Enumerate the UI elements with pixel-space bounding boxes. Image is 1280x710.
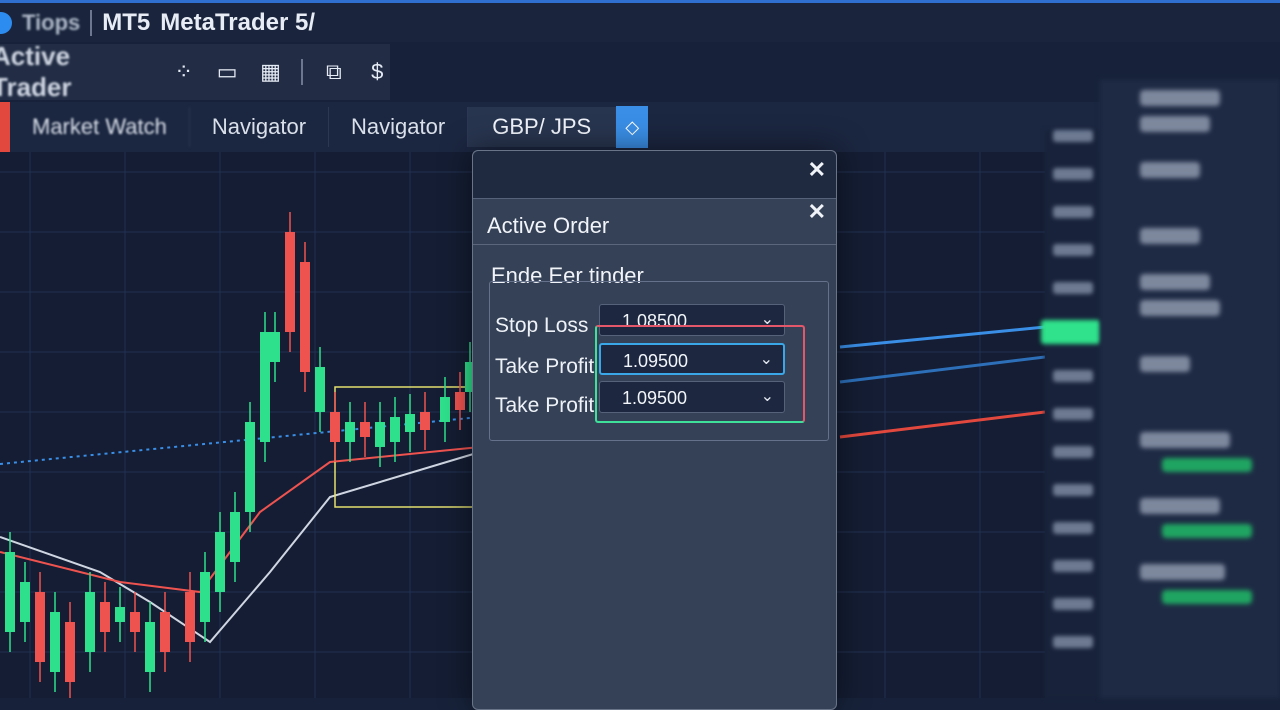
candle-body — [215, 532, 225, 592]
tab-bar: Market Watch Navigator Navigator GBP/ JP… — [0, 102, 1100, 162]
folder-icon[interactable]: ▭ — [216, 59, 238, 84]
title-bar: Tiops MT5 MetaTrader 5/ — [0, 0, 1280, 42]
network-icon[interactable]: ⁘ — [174, 59, 193, 84]
take-profit-label-2: Take Profit — [495, 394, 595, 417]
symbol-selector-button[interactable]: ◇ — [616, 106, 649, 148]
divider — [90, 9, 93, 36]
candle-body — [20, 582, 30, 622]
candle-body — [390, 417, 400, 442]
active-order-dialog: ✕ Active Order ✕ Ende Eer tinder Stop Lo… — [472, 150, 837, 710]
dialog-header: Active Order ✕ — [473, 199, 836, 245]
stop-loss-label: Stop Loss — [495, 314, 589, 337]
take-profit-value-2: 1.09500 — [622, 388, 688, 408]
candle-body — [270, 332, 280, 362]
dialog-title: Active Order — [487, 213, 610, 238]
candle-body — [185, 592, 195, 642]
moving-average-line — [0, 451, 481, 644]
candle-body — [35, 592, 45, 662]
dialog-titlebar: ✕ — [473, 151, 836, 199]
candle-body — [115, 607, 125, 622]
candle-body — [85, 592, 95, 652]
candle-body — [465, 362, 475, 392]
divider — [301, 59, 304, 85]
grid-icon[interactable]: ▦ — [260, 59, 281, 84]
candle-body — [360, 422, 370, 437]
close-icon[interactable]: ✕ — [807, 199, 826, 224]
active-trader-label[interactable]: Active Trader — [0, 41, 72, 102]
candle-body — [300, 262, 310, 372]
order-line — [839, 325, 1046, 349]
take-profit-label: Take Profit — [495, 355, 595, 378]
highlight-frame — [595, 325, 805, 423]
take-profit-input-2[interactable]: 1.09500 ⌄ — [599, 381, 785, 413]
terminal-panel — [1100, 80, 1280, 698]
candle-body — [65, 622, 75, 682]
candle-body — [375, 422, 385, 447]
candle-body — [245, 422, 255, 512]
brand-name: Tiops — [22, 9, 81, 35]
toolbar: Active Trader ⁘ ▭ ▦ ⧉ $ — [0, 41, 390, 102]
tab-market-watch[interactable]: Market Watch — [10, 107, 190, 147]
order-fields-group — [489, 281, 829, 441]
section-title: Ende Eer tinder — [491, 263, 644, 288]
candle-body — [200, 572, 210, 622]
candle-body — [145, 622, 155, 672]
candle-body — [50, 612, 60, 672]
close-icon[interactable]: ✕ — [807, 157, 826, 182]
candle-body — [285, 232, 295, 332]
candle-body — [160, 612, 170, 652]
dollar-alarm-icon[interactable]: $ — [371, 59, 384, 84]
product-name: MT5 — [102, 8, 151, 36]
candle-body — [440, 397, 450, 422]
windows-icon[interactable]: ⧉ — [326, 59, 342, 84]
price-axis — [1041, 130, 1101, 698]
indicator-mark — [0, 102, 10, 162]
app-logo-icon — [0, 11, 12, 34]
tab-navigator[interactable]: Navigator — [190, 107, 330, 147]
stop-loss-line — [839, 410, 1046, 439]
chevron-down-icon[interactable]: ⌄ — [759, 351, 773, 368]
candle-body — [230, 512, 240, 562]
candle-body — [455, 392, 465, 410]
candle-body — [405, 414, 415, 432]
candle-body — [345, 422, 355, 442]
take-profit-value: 1.09500 — [623, 351, 689, 371]
chevron-down-icon[interactable]: ⌄ — [760, 388, 774, 405]
window-title: MetaTrader 5/ — [160, 8, 315, 36]
candle-body — [330, 412, 340, 442]
order-line — [839, 355, 1046, 384]
take-profit-input[interactable]: 1.09500 ⌄ — [599, 343, 785, 375]
candle-body — [100, 602, 110, 632]
tab-navigator-2[interactable]: Navigator — [329, 107, 469, 147]
tab-gbp-jps[interactable]: GBP/ JPS — [468, 107, 617, 147]
chevron-down-icon[interactable]: ⌄ — [760, 311, 774, 328]
candle-body — [420, 412, 430, 430]
candle-body — [5, 552, 15, 632]
candle-body — [315, 367, 325, 412]
candle-body — [130, 612, 140, 632]
candle-body — [260, 332, 270, 442]
